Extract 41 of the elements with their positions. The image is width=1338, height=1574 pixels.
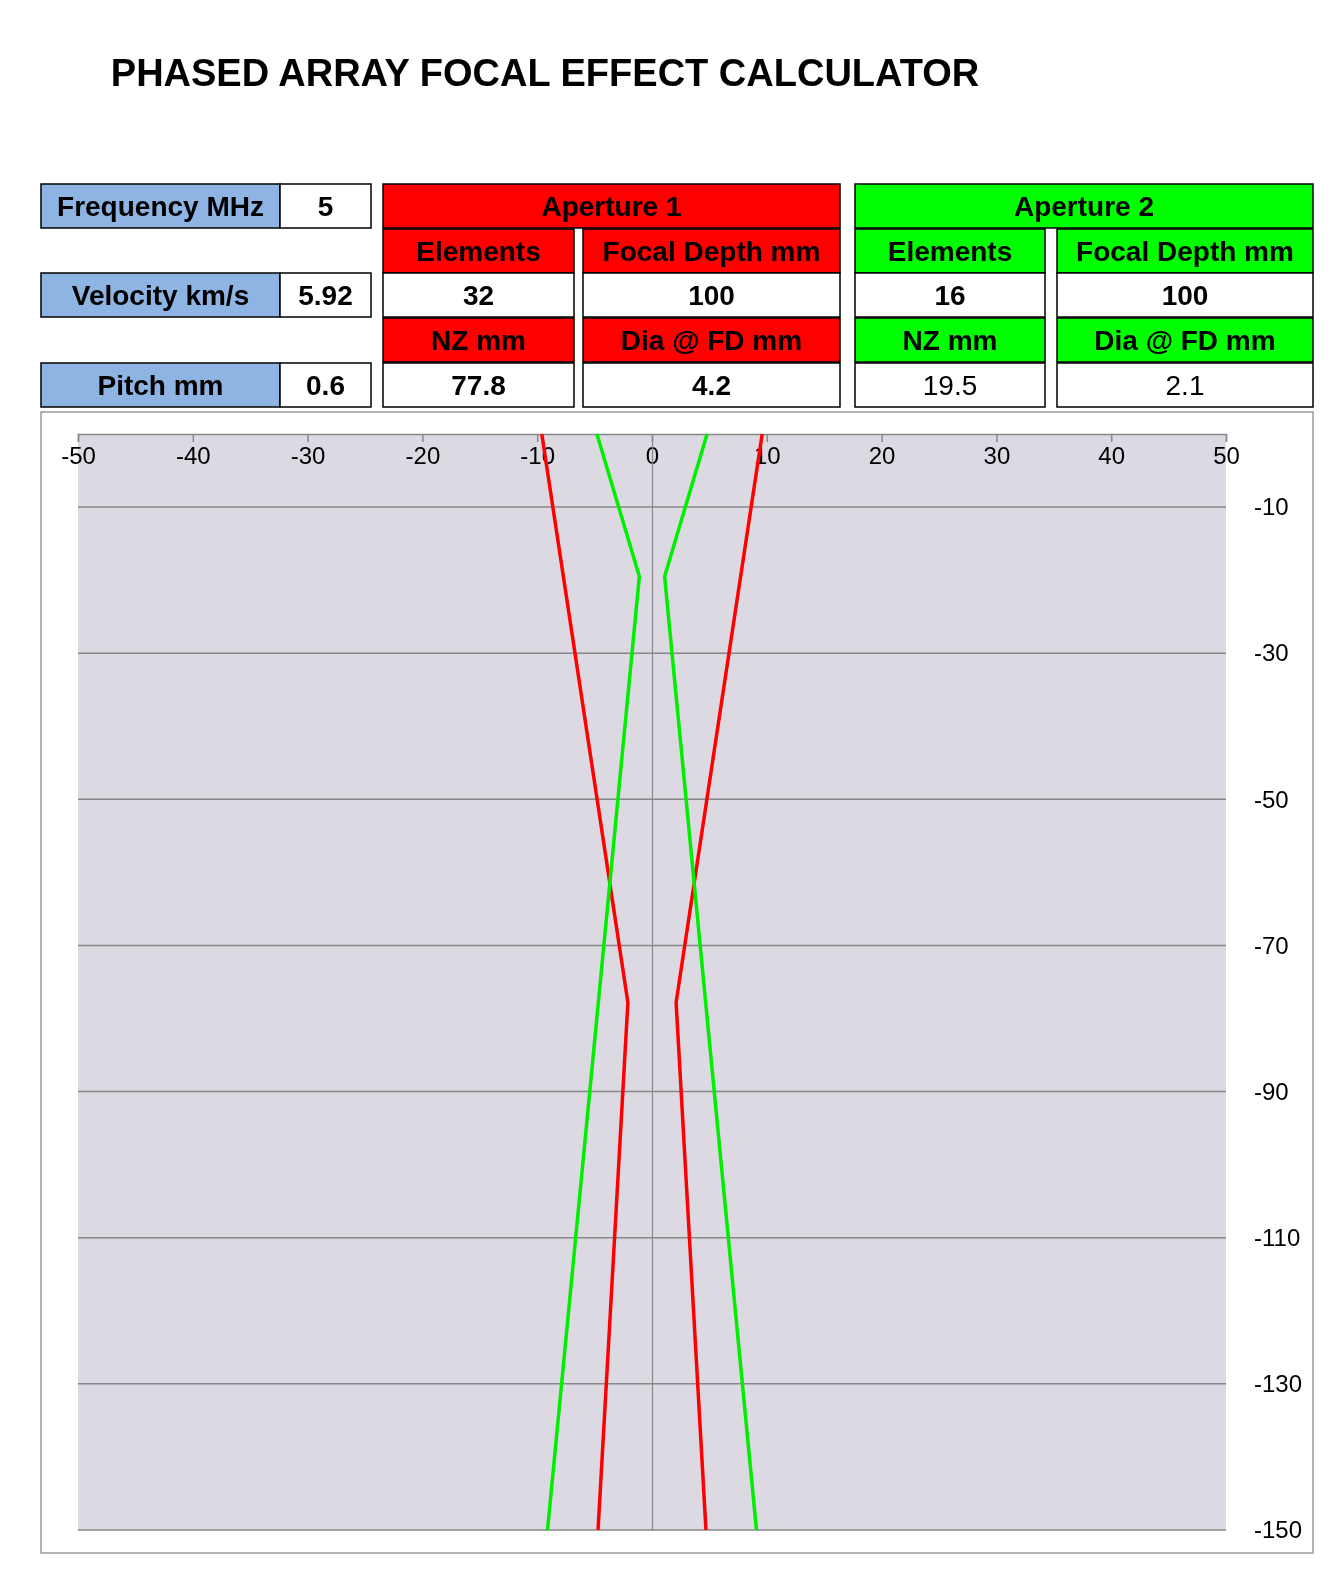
text: Frequency MHz: [57, 191, 264, 222]
x-tick-label: -40: [175, 442, 211, 469]
text: 5.92: [298, 280, 353, 311]
y-tick-label: -30: [1254, 639, 1289, 667]
text: Focal Depth mm: [602, 236, 821, 267]
y-tick-label: -130: [1254, 1370, 1303, 1398]
x-tick-label: 40: [1098, 442, 1126, 469]
text: 4.2: [692, 370, 731, 401]
text: 77.8: [451, 370, 506, 401]
text: 0.6: [306, 370, 345, 401]
x-tick-label: 20: [868, 442, 896, 469]
text: 5: [317, 191, 334, 222]
text: Focal Depth mm: [1076, 236, 1294, 267]
x-tick-label: 30: [983, 442, 1011, 469]
text: 16: [934, 280, 966, 311]
text: 100: [1161, 280, 1209, 311]
text: Velocity km/s: [71, 280, 250, 311]
text: Elements: [887, 236, 1013, 267]
text: NZ mm: [431, 325, 526, 356]
x-tick-label: -20: [405, 442, 441, 469]
text: Dia @ FD mm: [620, 325, 803, 356]
text: 32: [462, 280, 495, 311]
text: Elements: [416, 236, 541, 267]
text: 19.5: [922, 370, 978, 401]
y-tick-label: -70: [1254, 931, 1289, 959]
text: 100: [688, 280, 735, 311]
text: Pitch mm: [97, 370, 224, 401]
text: Aperture 2: [1013, 191, 1155, 222]
x-tick-label: -50: [61, 442, 96, 469]
y-tick-label: -110: [1254, 1223, 1301, 1251]
y-tick-label: -50: [1254, 785, 1289, 813]
x-tick-label: 50: [1213, 442, 1240, 469]
y-tick-label: -90: [1254, 1077, 1289, 1105]
text: Aperture 1: [541, 191, 682, 222]
text: NZ mm: [902, 325, 998, 356]
x-tick-label: -30: [290, 442, 326, 469]
text: Dia @ FD mm: [1094, 325, 1276, 356]
chart-title: PHASED ARRAY FOCAL EFFECT CALCULATOR: [110, 52, 980, 94]
y-tick-label: -10: [1254, 493, 1289, 521]
text: 2.1: [1165, 370, 1205, 401]
y-tick-label: -150: [1254, 1516, 1303, 1544]
